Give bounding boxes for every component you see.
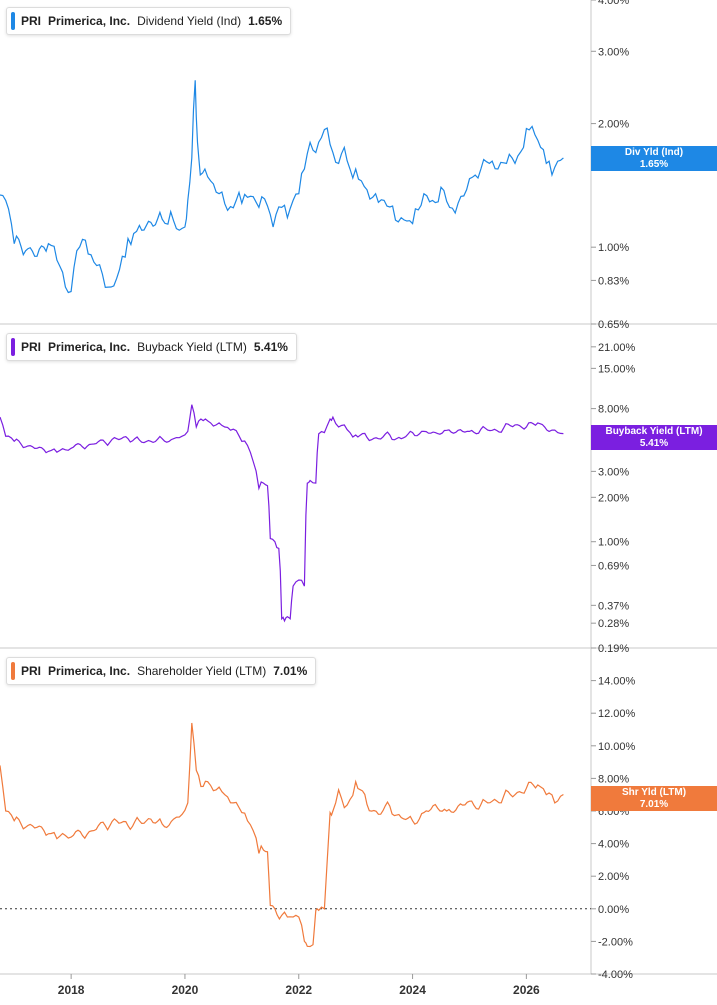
- legend-swatch-buyback: [11, 338, 15, 356]
- y-tick-label: 8.00%: [598, 404, 629, 416]
- y-tick-label: 0.00%: [598, 904, 629, 916]
- y-tick-label: 0.28%: [598, 618, 629, 630]
- legend-metric: Buyback Yield (LTM): [137, 340, 247, 354]
- y-tick-label: 10.00%: [598, 741, 636, 753]
- current-value-tag-dividend: Div Yld (Ind) 1.65%: [591, 146, 717, 171]
- legend-company: Primerica, Inc.: [48, 664, 131, 678]
- y-tick-label: 3.00%: [598, 46, 629, 58]
- y-tick-label: 4.00%: [598, 839, 629, 851]
- legend-ticker: PRI: [21, 340, 42, 354]
- legend-value: 5.41%: [253, 340, 288, 354]
- tag-value: 1.65%: [639, 159, 669, 170]
- current-value-tag-shareholder: Shr Yld (LTM) 7.01%: [591, 786, 717, 811]
- tag-value: 7.01%: [639, 799, 669, 810]
- y-tick-label: 21.00%: [598, 342, 636, 354]
- y-tick-label: 12.00%: [598, 708, 636, 720]
- y-tick-label: 14.00%: [598, 676, 636, 688]
- y-tick-label: 0.65%: [598, 319, 629, 331]
- legend-swatch-shareholder: [11, 662, 15, 680]
- x-tick-label: 2026: [513, 983, 540, 997]
- tag-label: Buyback Yield (LTM): [605, 426, 703, 437]
- y-tick-label: 2.00%: [598, 492, 629, 504]
- tag-value: 5.41%: [639, 438, 669, 449]
- legend-value: 7.01%: [273, 664, 308, 678]
- y-tick-label: 1.00%: [598, 242, 629, 254]
- legend-shareholder-yield: PRI Primerica, Inc. Shareholder Yield (L…: [6, 657, 317, 685]
- y-tick-label: 15.00%: [598, 363, 636, 375]
- legend-buyback-yield: PRI Primerica, Inc. Buyback Yield (LTM) …: [6, 333, 297, 361]
- legend-metric: Shareholder Yield (LTM): [137, 664, 267, 678]
- legend-ticker: PRI: [21, 664, 42, 678]
- x-tick-label: 2020: [172, 983, 199, 997]
- y-tick-label: -2.00%: [598, 936, 633, 948]
- legend-metric: Dividend Yield (Ind): [137, 14, 242, 28]
- y-tick-label: 1.00%: [598, 537, 629, 549]
- y-tick-label: 2.00%: [598, 119, 629, 131]
- legend-company: Primerica, Inc.: [48, 14, 131, 28]
- tag-label: Div Yld (Ind): [624, 147, 684, 158]
- y-tick-label: 3.00%: [598, 466, 629, 478]
- y-tick-label: 0.69%: [598, 560, 629, 572]
- legend-swatch-dividend: [11, 12, 15, 30]
- y-tick-label: 4.00%: [598, 0, 629, 7]
- legend-company: Primerica, Inc.: [48, 340, 131, 354]
- y-tick-label: 0.19%: [598, 643, 629, 655]
- y-tick-label: 0.37%: [598, 600, 629, 612]
- legend-ticker: PRI: [21, 14, 42, 28]
- x-tick-label: 2022: [285, 983, 312, 997]
- y-tick-label: -4.00%: [598, 969, 633, 981]
- legend-value: 1.65%: [248, 14, 283, 28]
- legend-dividend-yield: PRI Primerica, Inc. Dividend Yield (Ind)…: [6, 7, 292, 35]
- y-tick-label: 0.83%: [598, 275, 629, 287]
- y-tick-label: 2.00%: [598, 871, 629, 883]
- current-value-tag-buyback: Buyback Yield (LTM) 5.41%: [591, 425, 717, 450]
- x-tick-label: 2024: [399, 983, 426, 997]
- x-tick-label: 2018: [58, 983, 85, 997]
- tag-label: Shr Yld (LTM): [621, 787, 687, 798]
- y-tick-label: 8.00%: [598, 773, 629, 785]
- series-line: [0, 722, 564, 948]
- series-line: [0, 404, 564, 623]
- series-line: [0, 80, 564, 294]
